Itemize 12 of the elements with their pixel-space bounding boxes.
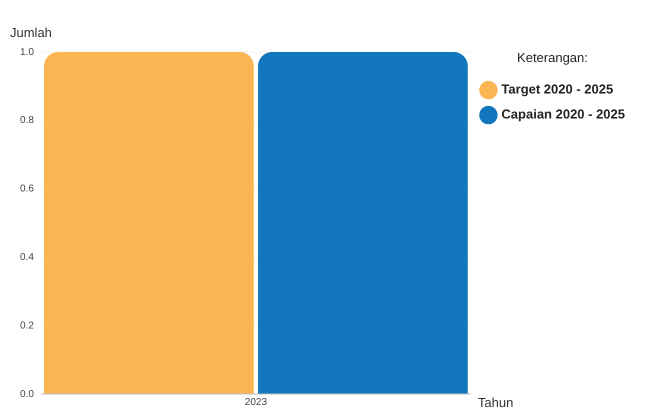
y-axis-title: Jumlah — [10, 25, 52, 40]
y-tick-label: 1.0 — [20, 46, 34, 58]
legend-label: Capaian 2020 - 2025 — [501, 106, 625, 122]
y-tick-label: 0.2 — [20, 320, 34, 332]
y-tick-label: 0.6 — [20, 184, 34, 195]
y-tick-label: 0.8 — [20, 115, 34, 126]
x-axis-title: Tahun — [478, 395, 514, 410]
legend-title: Keterangan: — [517, 50, 588, 66]
legend-label: Target 2020 - 2025 — [501, 82, 614, 97]
x-tick-label: 2023 — [244, 396, 268, 408]
y-tick-label: 0.0 — [20, 388, 34, 400]
y-tick-label: 0.4 — [20, 252, 34, 263]
